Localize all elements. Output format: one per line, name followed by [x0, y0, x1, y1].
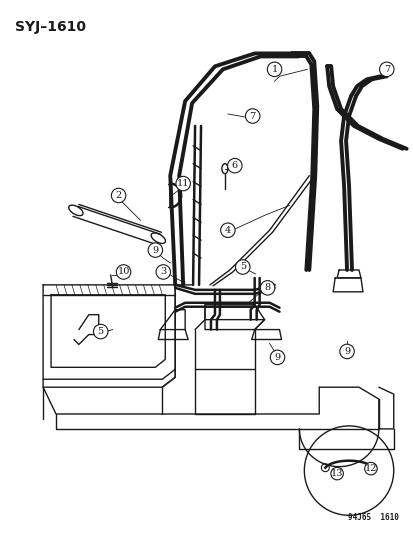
Text: 5: 5 [239, 262, 245, 271]
Text: 94J65  1610: 94J65 1610 [347, 513, 398, 522]
Text: 11: 11 [176, 179, 189, 188]
Text: 12: 12 [364, 464, 376, 473]
Circle shape [111, 188, 126, 203]
Ellipse shape [221, 164, 227, 174]
Text: 3: 3 [160, 268, 166, 277]
Circle shape [245, 109, 259, 123]
Circle shape [235, 260, 249, 274]
Circle shape [368, 464, 376, 472]
Circle shape [116, 265, 131, 279]
Circle shape [148, 243, 162, 257]
Text: 9: 9 [152, 246, 158, 255]
Circle shape [176, 176, 190, 191]
Circle shape [304, 426, 393, 515]
Circle shape [364, 463, 376, 475]
Circle shape [156, 265, 170, 279]
Circle shape [267, 62, 281, 77]
Text: 1: 1 [271, 65, 277, 74]
Circle shape [379, 62, 393, 77]
Text: 13: 13 [330, 469, 342, 478]
Text: 10: 10 [117, 268, 129, 277]
Text: 7: 7 [383, 65, 389, 74]
Text: 2: 2 [115, 191, 121, 200]
Circle shape [330, 467, 342, 480]
Text: 9: 9 [274, 353, 280, 362]
Text: 9: 9 [343, 347, 349, 356]
Circle shape [339, 344, 354, 359]
Circle shape [320, 464, 328, 472]
Circle shape [227, 158, 242, 173]
Text: 8: 8 [264, 284, 270, 293]
Circle shape [260, 280, 274, 295]
Text: 7: 7 [249, 111, 255, 120]
Text: 6: 6 [231, 161, 237, 170]
Circle shape [270, 350, 284, 365]
Circle shape [93, 324, 108, 339]
Circle shape [220, 223, 235, 238]
Text: 5: 5 [97, 327, 104, 336]
Text: SYJ–1610: SYJ–1610 [15, 20, 86, 34]
Text: 4: 4 [224, 226, 230, 235]
